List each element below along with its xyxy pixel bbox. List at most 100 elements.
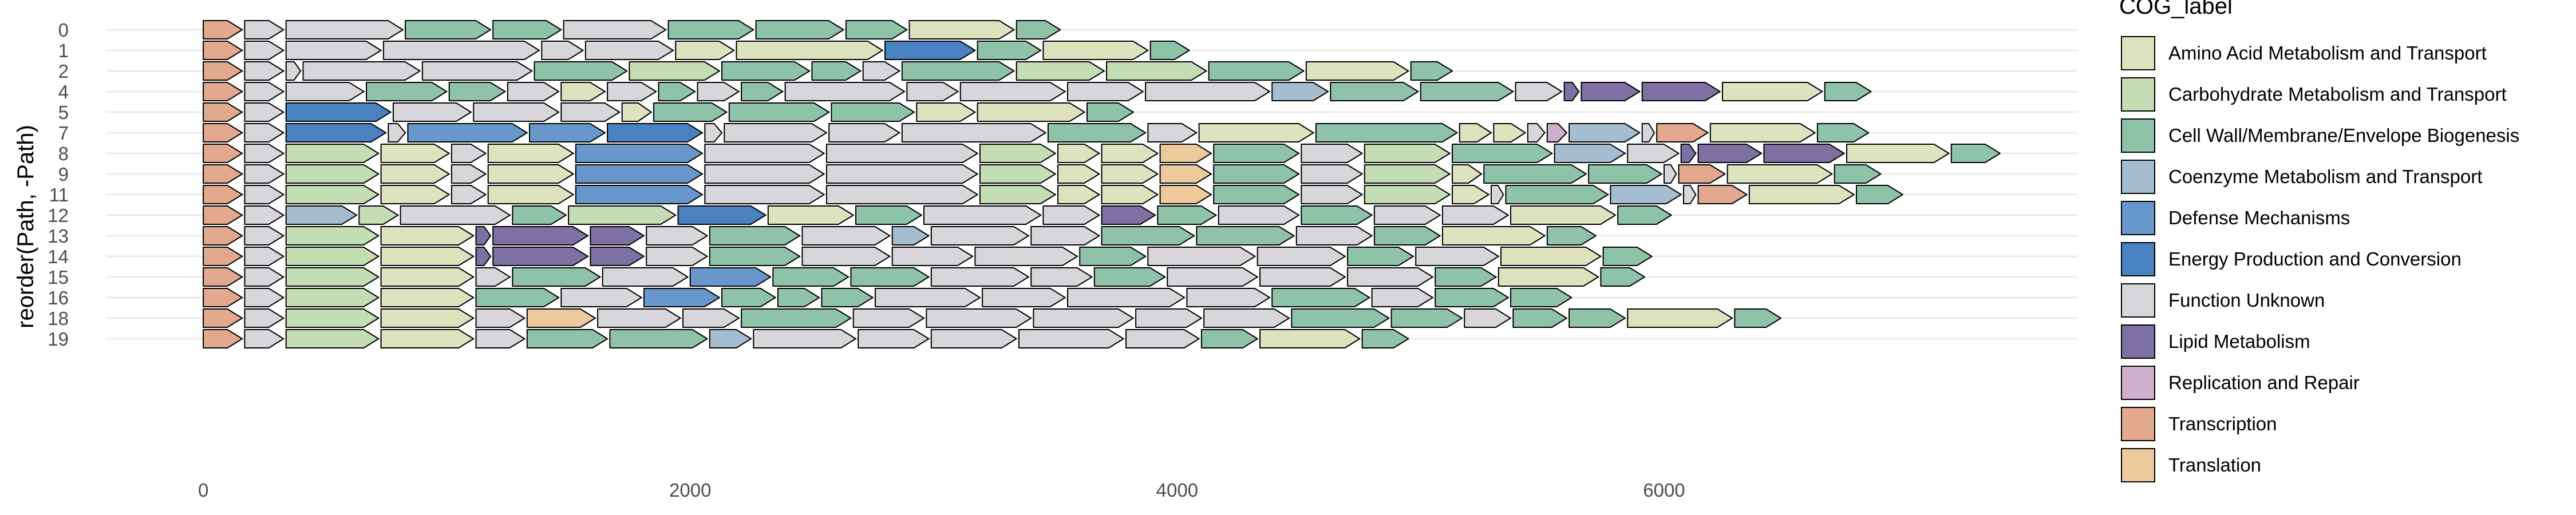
gene-arrow bbox=[697, 82, 740, 101]
gene-arrow bbox=[1301, 164, 1363, 184]
gene-arrow bbox=[1257, 247, 1346, 266]
gene-arrow bbox=[560, 82, 606, 101]
gene-arrow bbox=[1734, 308, 1782, 328]
gene-arrow bbox=[1464, 308, 1511, 328]
gene-arrow bbox=[1410, 61, 1453, 81]
gene-arrow bbox=[977, 41, 1042, 60]
legend-label: Defense Mechanisms bbox=[2168, 207, 2350, 228]
gene-arrow bbox=[392, 102, 472, 122]
legend-label: Lipid Metabolism bbox=[2168, 331, 2310, 352]
gene-arrow bbox=[1305, 61, 1409, 81]
gene-arrow bbox=[285, 329, 380, 348]
x-tick-label: 0 bbox=[198, 480, 208, 501]
gene-arrow bbox=[1057, 144, 1100, 163]
gene-arrow bbox=[584, 41, 674, 60]
gene-arrow bbox=[1101, 144, 1159, 163]
gene-arrow bbox=[1846, 144, 1950, 163]
gene-arrow bbox=[590, 247, 645, 266]
gene-arrow bbox=[1196, 226, 1295, 245]
gene-arrow bbox=[475, 267, 511, 287]
gene-arrow bbox=[1371, 288, 1433, 307]
gene-arrow bbox=[629, 61, 720, 81]
gene-arrow bbox=[285, 61, 302, 81]
gene-arrow bbox=[974, 247, 1078, 266]
gene-arrow bbox=[930, 267, 1029, 287]
gene-arrow bbox=[597, 308, 681, 328]
gene-arrow bbox=[1106, 61, 1207, 81]
gene-arrow bbox=[203, 185, 243, 204]
gene-arrow bbox=[926, 308, 1032, 328]
gene-arrow bbox=[1697, 185, 1748, 204]
y-tick-label: 12 bbox=[48, 205, 69, 226]
x-tick-label: 4000 bbox=[1156, 480, 1198, 501]
gene-arrow bbox=[244, 226, 285, 245]
gene-arrow bbox=[1213, 185, 1299, 204]
gene-arrow bbox=[1505, 185, 1609, 204]
gene-arrow bbox=[741, 82, 784, 101]
gene-arrow bbox=[475, 247, 491, 266]
gene-arrow bbox=[507, 82, 560, 101]
y-tick-label: 18 bbox=[48, 308, 69, 329]
gene-arrow bbox=[244, 308, 285, 328]
gene-arrow bbox=[607, 82, 657, 101]
gene-arrow bbox=[451, 185, 487, 204]
gene-arrow bbox=[1159, 164, 1212, 184]
gene-arrow bbox=[203, 205, 243, 225]
gene-arrow bbox=[1295, 226, 1373, 245]
gene-arrow bbox=[1101, 185, 1159, 204]
gene-arrow bbox=[203, 267, 243, 287]
gene-arrow bbox=[1581, 82, 1641, 101]
gene-arrow bbox=[380, 226, 475, 245]
y-tick-label: 16 bbox=[48, 287, 69, 308]
legend-key bbox=[2121, 36, 2155, 70]
gene-arrow bbox=[244, 164, 285, 184]
gene-arrow bbox=[451, 144, 487, 163]
gene-arrow bbox=[203, 82, 243, 101]
gene-arrow bbox=[512, 267, 601, 287]
gene-arrow bbox=[1709, 123, 1816, 142]
gene-arrow bbox=[244, 267, 285, 287]
gene-arrow bbox=[1834, 164, 1882, 184]
gene-arrow bbox=[1315, 123, 1458, 142]
legend-key bbox=[2121, 118, 2155, 153]
gene-arrow bbox=[541, 41, 584, 60]
gene-arrow bbox=[709, 329, 752, 348]
gene-arrow bbox=[884, 41, 976, 60]
gene-arrow bbox=[1588, 164, 1662, 184]
gene-arrow bbox=[609, 329, 708, 348]
gene-arrow bbox=[203, 226, 243, 245]
gene-arrow bbox=[203, 144, 243, 163]
gene-arrow bbox=[1347, 247, 1414, 266]
gene-arrow bbox=[753, 329, 856, 348]
gene-arrow bbox=[1748, 185, 1855, 204]
gene-arrow bbox=[302, 61, 421, 81]
gene-arrow bbox=[1510, 205, 1616, 225]
gene-arrow bbox=[1057, 164, 1100, 184]
gene-arrow bbox=[1030, 226, 1100, 245]
gene-arrow bbox=[923, 205, 1042, 225]
gene-arrow bbox=[1018, 329, 1124, 348]
gene-arrow bbox=[1483, 164, 1587, 184]
gene-arrow bbox=[901, 123, 1046, 142]
gene-arrow bbox=[492, 20, 562, 39]
gene-arrow bbox=[1101, 205, 1156, 225]
gene-arrow bbox=[1435, 267, 1497, 287]
legend-key bbox=[2121, 448, 2155, 482]
gene-arrow bbox=[380, 247, 475, 266]
gene-arrow bbox=[1347, 267, 1433, 287]
gene-arrow bbox=[1554, 144, 1626, 163]
gene-arrow bbox=[1641, 123, 1655, 142]
gene-arrow bbox=[285, 308, 380, 328]
gene-arrow bbox=[405, 20, 491, 39]
gene-arrow bbox=[767, 205, 854, 225]
gene-arrow bbox=[244, 288, 285, 307]
gene-arrow bbox=[755, 20, 844, 39]
gene-arrow bbox=[825, 185, 978, 204]
gene-arrow bbox=[643, 288, 720, 307]
gene-arrow bbox=[512, 205, 567, 225]
gene-arrow bbox=[590, 226, 645, 245]
gene-arrow bbox=[979, 144, 1056, 163]
legend-key bbox=[2121, 242, 2155, 276]
gene-arrow bbox=[728, 102, 830, 122]
